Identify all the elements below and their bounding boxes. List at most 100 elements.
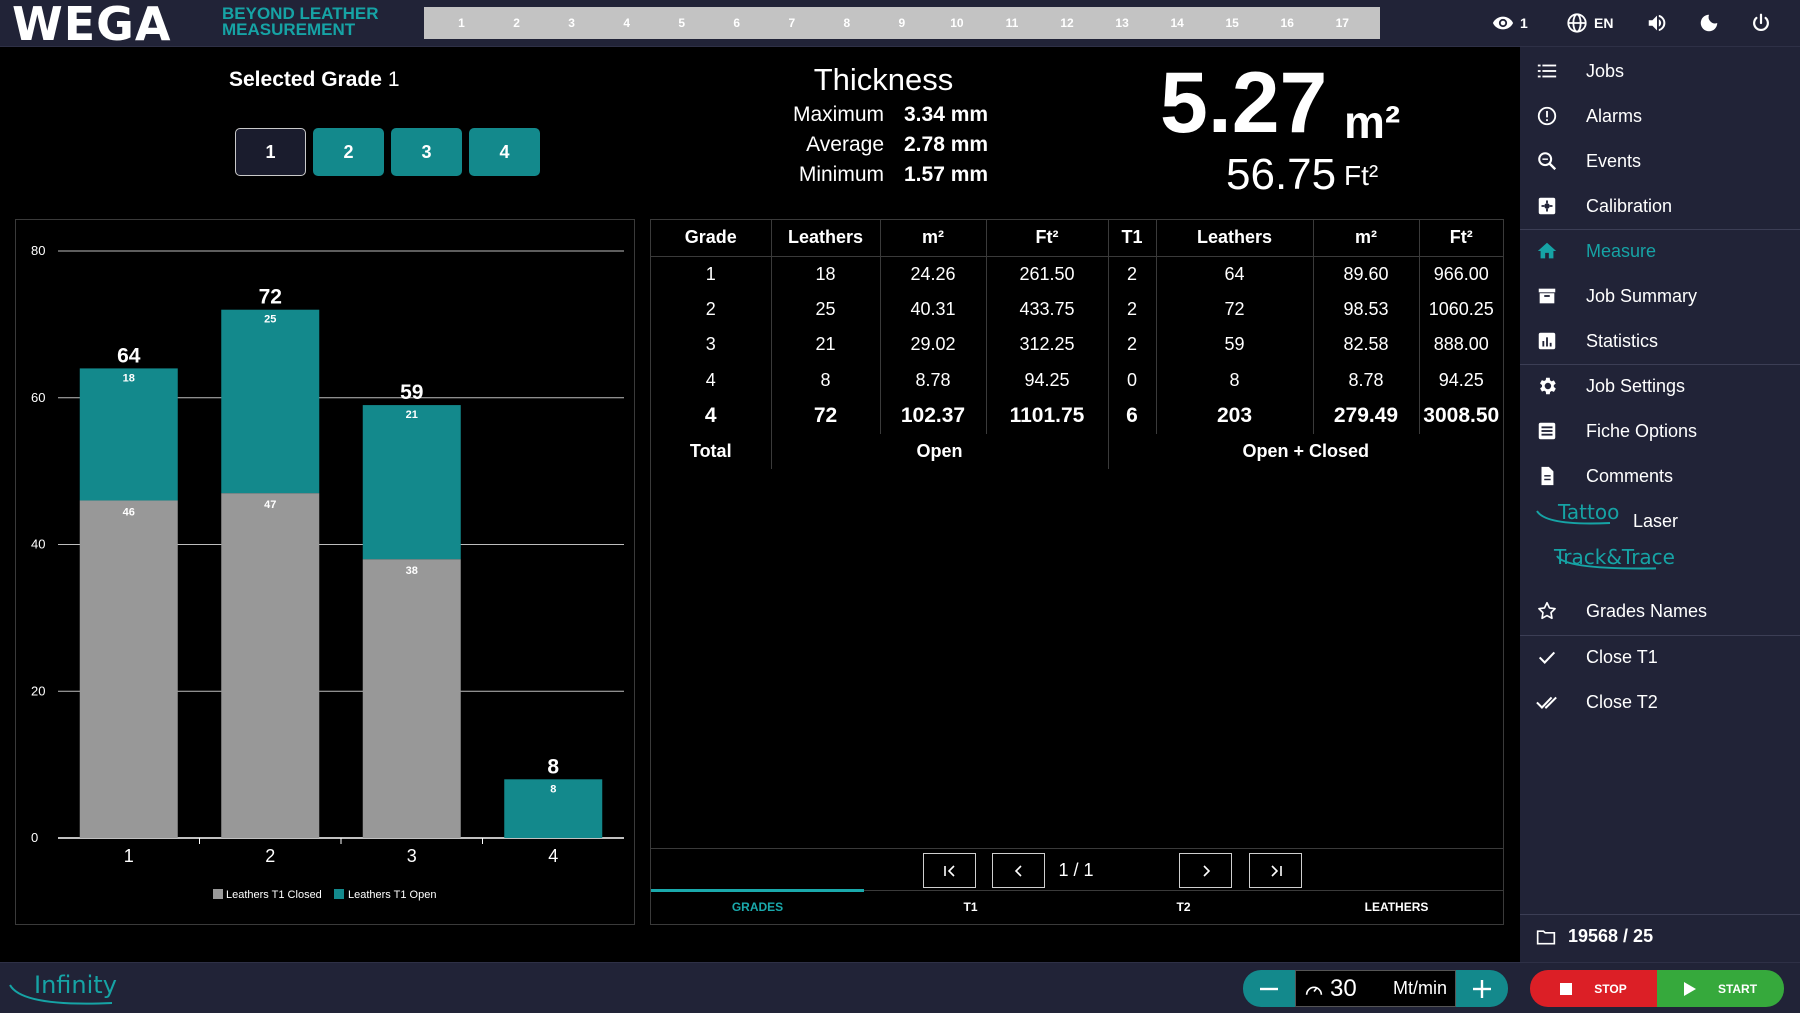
column-header: Ft² [1419, 220, 1503, 257]
sidebar-item-job-summary[interactable]: Job Summary [1520, 274, 1800, 318]
table-total-cell: 102.37 [880, 398, 987, 434]
prev-page-button[interactable] [992, 853, 1045, 888]
table-cell: 312.25 [986, 327, 1109, 363]
channel-button[interactable]: 4 [623, 16, 630, 30]
sidebar-item-label: Close T1 [1586, 646, 1658, 667]
sidebar-item-alarms[interactable]: Alarms [1520, 94, 1800, 138]
document-icon [1541, 466, 1554, 486]
channel-button[interactable]: 14 [1170, 16, 1184, 30]
dark-mode-button[interactable] [1698, 12, 1720, 34]
stop-square-icon [1560, 982, 1573, 995]
legend-label-open: Leathers T1 Open [348, 889, 436, 901]
bar-closed [79, 500, 178, 838]
job-counter[interactable]: 19568 / 25 [1536, 926, 1653, 947]
channel-button[interactable]: 15 [1225, 16, 1239, 30]
sidebar-item-laser[interactable]: Tattoo Laser [1520, 499, 1800, 543]
view-count: 1 [1520, 15, 1528, 31]
table-cell: 25 [771, 291, 881, 327]
grade-button-1[interactable]: 1 [235, 128, 306, 176]
play-icon [1683, 981, 1696, 996]
tab-leathers[interactable]: LEATHERS [1364, 900, 1429, 914]
alert-circle-icon [1537, 106, 1557, 126]
table-cell: 29.02 [880, 327, 987, 363]
sidebar: Jobs Alarms Events Calibration Measure J… [1520, 47, 1800, 962]
tattoo-logo: Tattoo [1536, 500, 1619, 525]
sidebar-item-label: Close T2 [1586, 691, 1658, 712]
grade-button-3[interactable]: 3 [391, 128, 462, 176]
channel-button[interactable]: 10 [950, 16, 964, 30]
sidebar-item-grades-names[interactable]: Grades Names [1520, 589, 1800, 633]
next-page-button[interactable] [1179, 853, 1232, 888]
channel-button[interactable]: 3 [568, 16, 575, 30]
speed-increase-button[interactable] [1456, 970, 1508, 1007]
sidebar-item-calibration[interactable]: Calibration [1520, 184, 1800, 228]
sidebar-item-close-t2[interactable]: Close T2 [1520, 680, 1800, 724]
table-cell: 24.26 [880, 256, 987, 292]
sidebar-item-fiche-options[interactable]: Fiche Options [1520, 409, 1800, 453]
column-header: m² [880, 220, 987, 257]
channel-button[interactable]: 9 [898, 16, 906, 30]
grade-button-4[interactable]: 4 [469, 128, 540, 176]
channel-button[interactable]: 17 [1335, 16, 1349, 30]
power-button[interactable] [1750, 12, 1772, 34]
tab-t2[interactable]: T2 [1176, 900, 1191, 914]
sidebar-item-label: Jobs [1586, 60, 1625, 81]
sidebar-item-label: Statistics [1586, 330, 1659, 351]
sidebar-item-label: Comments [1586, 465, 1674, 486]
channel-button[interactable]: 16 [1280, 16, 1294, 30]
infinity-swoosh-icon [9, 984, 113, 1005]
moon-icon [1700, 14, 1718, 32]
gear-icon [1540, 377, 1556, 395]
sidebar-item-comments[interactable]: Comments [1520, 454, 1800, 498]
channel-button[interactable]: 11 [1005, 16, 1019, 30]
table-cell: 888.00 [1433, 334, 1489, 355]
stop-button[interactable]: STOP [1530, 970, 1657, 1007]
tattoo-swoosh-icon [1536, 510, 1611, 525]
tab-grades[interactable]: GRADES [651, 889, 864, 925]
list-box-icon [1538, 422, 1556, 440]
first-page-button[interactable] [923, 853, 976, 888]
channel-button[interactable]: 6 [733, 16, 741, 30]
speed-control: 30 Mt/min [1243, 970, 1508, 1007]
area-m2-value: 5.27 [1160, 55, 1328, 151]
table-cell: 94.25 [1438, 369, 1484, 390]
sidebar-item-statistics[interactable]: Statistics [1520, 319, 1800, 363]
channel-button[interactable]: 2 [513, 16, 520, 30]
sidebar-item-track-trace[interactable]: Track&Trace [1520, 544, 1800, 588]
bottom-bar: Infinity 30 Mt/min STOP START [0, 962, 1800, 1013]
y-tick-label: 20 [31, 683, 45, 698]
eye-icon [1492, 16, 1514, 30]
tab-t1[interactable]: T1 [963, 900, 978, 914]
channel-button[interactable]: 12 [1060, 16, 1074, 30]
sidebar-item-jobs[interactable]: Jobs [1520, 49, 1800, 93]
sidebar-item-close-t1[interactable]: Close T1 [1520, 635, 1800, 679]
channel-button[interactable]: 7 [788, 16, 796, 30]
language-selector[interactable]: EN [1566, 12, 1613, 34]
channel-button[interactable]: 5 [678, 16, 686, 30]
start-button[interactable]: START [1657, 970, 1784, 1007]
channel-button[interactable]: 1 [458, 16, 465, 30]
table-cell: 72 [1156, 291, 1314, 327]
view-toggle[interactable]: 1 [1492, 12, 1528, 34]
table-cell: 8.78 [1313, 362, 1420, 398]
selected-grade-value: 1 [387, 68, 400, 91]
search-zoom-icon [1538, 152, 1557, 171]
legend-swatch-closed [213, 889, 223, 899]
sidebar-item-measure[interactable]: Measure [1520, 229, 1800, 273]
legend-label-closed: Leathers T1 Closed [226, 889, 322, 901]
speed-field[interactable]: 30 Mt/min [1295, 970, 1456, 1007]
sidebar-item-events[interactable]: Events [1520, 139, 1800, 183]
sidebar-item-label: Alarms [1586, 105, 1643, 126]
speed-decrease-button[interactable] [1243, 970, 1295, 1007]
last-page-button[interactable] [1249, 853, 1302, 888]
sound-button[interactable] [1646, 12, 1668, 34]
channel-button[interactable]: 13 [1115, 16, 1129, 30]
grades-table: Grade Leathers m² Ft² T1 Leathers m² Ft²… [651, 220, 1503, 479]
sidebar-item-label: Job Summary [1586, 285, 1698, 306]
bar-open [504, 779, 603, 838]
channel-button[interactable]: 8 [843, 16, 851, 30]
table-total-row: 4 72 102.37 1101.75 6 203 279.49 3008.50 [651, 398, 1503, 434]
column-header: Ft² [986, 220, 1109, 257]
sidebar-item-job-settings[interactable]: Job Settings [1520, 364, 1800, 408]
grade-button-2[interactable]: 2 [313, 128, 384, 176]
